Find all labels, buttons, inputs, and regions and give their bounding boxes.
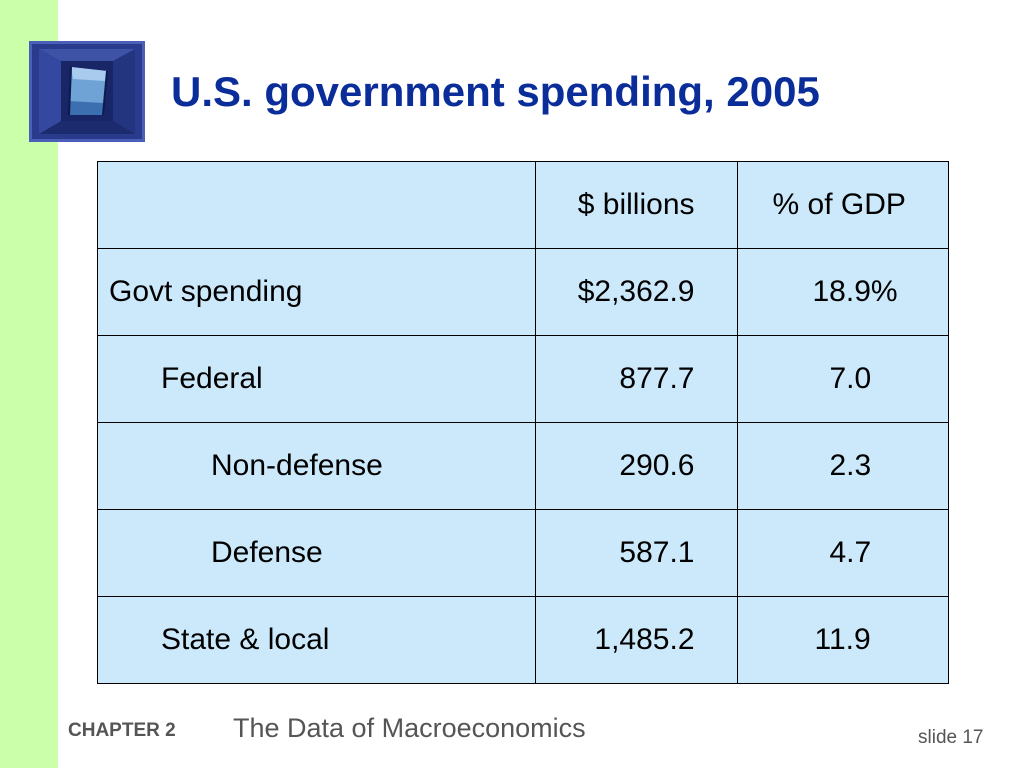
row-gdp: 7.0 bbox=[829, 362, 872, 395]
table-header-cell: % of GDP bbox=[736, 161, 949, 249]
row-label: Non-defense bbox=[97, 422, 536, 510]
row-gdp: 2.3 bbox=[829, 449, 872, 482]
row-gdp-cell: 4.7 bbox=[736, 509, 949, 597]
row-gdp: 4.7 bbox=[829, 536, 872, 569]
row-label: Federal bbox=[97, 335, 536, 423]
row-billions-cell: 587.1 bbox=[534, 509, 738, 597]
row-billions-cell: 877.7 bbox=[534, 335, 738, 423]
row-gdp-cell: 11.9 bbox=[736, 596, 949, 684]
slide-title: U.S. government spending, 2005 bbox=[171, 68, 820, 115]
spending-table: $ billions % of GDP Govt spending $2,362… bbox=[97, 161, 949, 684]
row-billions-cell: 290.6 bbox=[534, 422, 738, 510]
row-billions-cell: $2,362.9 bbox=[534, 248, 738, 336]
row-gdp-cell: 2.3 bbox=[736, 422, 949, 510]
row-billions: $2,362.9 bbox=[577, 275, 695, 308]
table-row: Defense 587.1 4.7 bbox=[97, 509, 949, 597]
row-billions: 587.1 bbox=[619, 536, 695, 569]
table-row: Non-defense 290.6 2.3 bbox=[97, 422, 949, 510]
row-gdp-cell: 18.9% bbox=[736, 248, 949, 336]
table-header-cell bbox=[97, 161, 536, 249]
table-header-cell: $ billions bbox=[534, 161, 738, 249]
footer-slide-number: slide 17 bbox=[918, 727, 984, 748]
row-billions: 290.6 bbox=[619, 449, 695, 482]
row-billions: 1,485.2 bbox=[594, 623, 695, 656]
table-row: State & local 1,485.2 11.9 bbox=[97, 596, 949, 684]
row-gdp-cell: 7.0 bbox=[736, 335, 949, 423]
header-billions: $ billions bbox=[577, 188, 695, 221]
row-billions-cell: 1,485.2 bbox=[534, 596, 738, 684]
row-label: State & local bbox=[97, 596, 536, 684]
row-gdp: 11.9 bbox=[814, 623, 871, 656]
header-gdp: % of GDP bbox=[772, 188, 906, 221]
row-label: Govt spending bbox=[97, 248, 536, 336]
table-header-row: $ billions % of GDP bbox=[97, 161, 949, 249]
row-billions: 877.7 bbox=[619, 362, 695, 395]
footer-chapter: CHAPTER 2 bbox=[68, 720, 176, 741]
table-row: Govt spending $2,362.9 18.9% bbox=[97, 248, 949, 336]
row-gdp: 18.9% bbox=[812, 275, 898, 308]
footer-subtitle: The Data of Macroeconomics bbox=[233, 713, 586, 743]
row-label: Defense bbox=[97, 509, 536, 597]
window-frame-logo-icon bbox=[29, 41, 145, 142]
table-row: Federal 877.7 7.0 bbox=[97, 335, 949, 423]
